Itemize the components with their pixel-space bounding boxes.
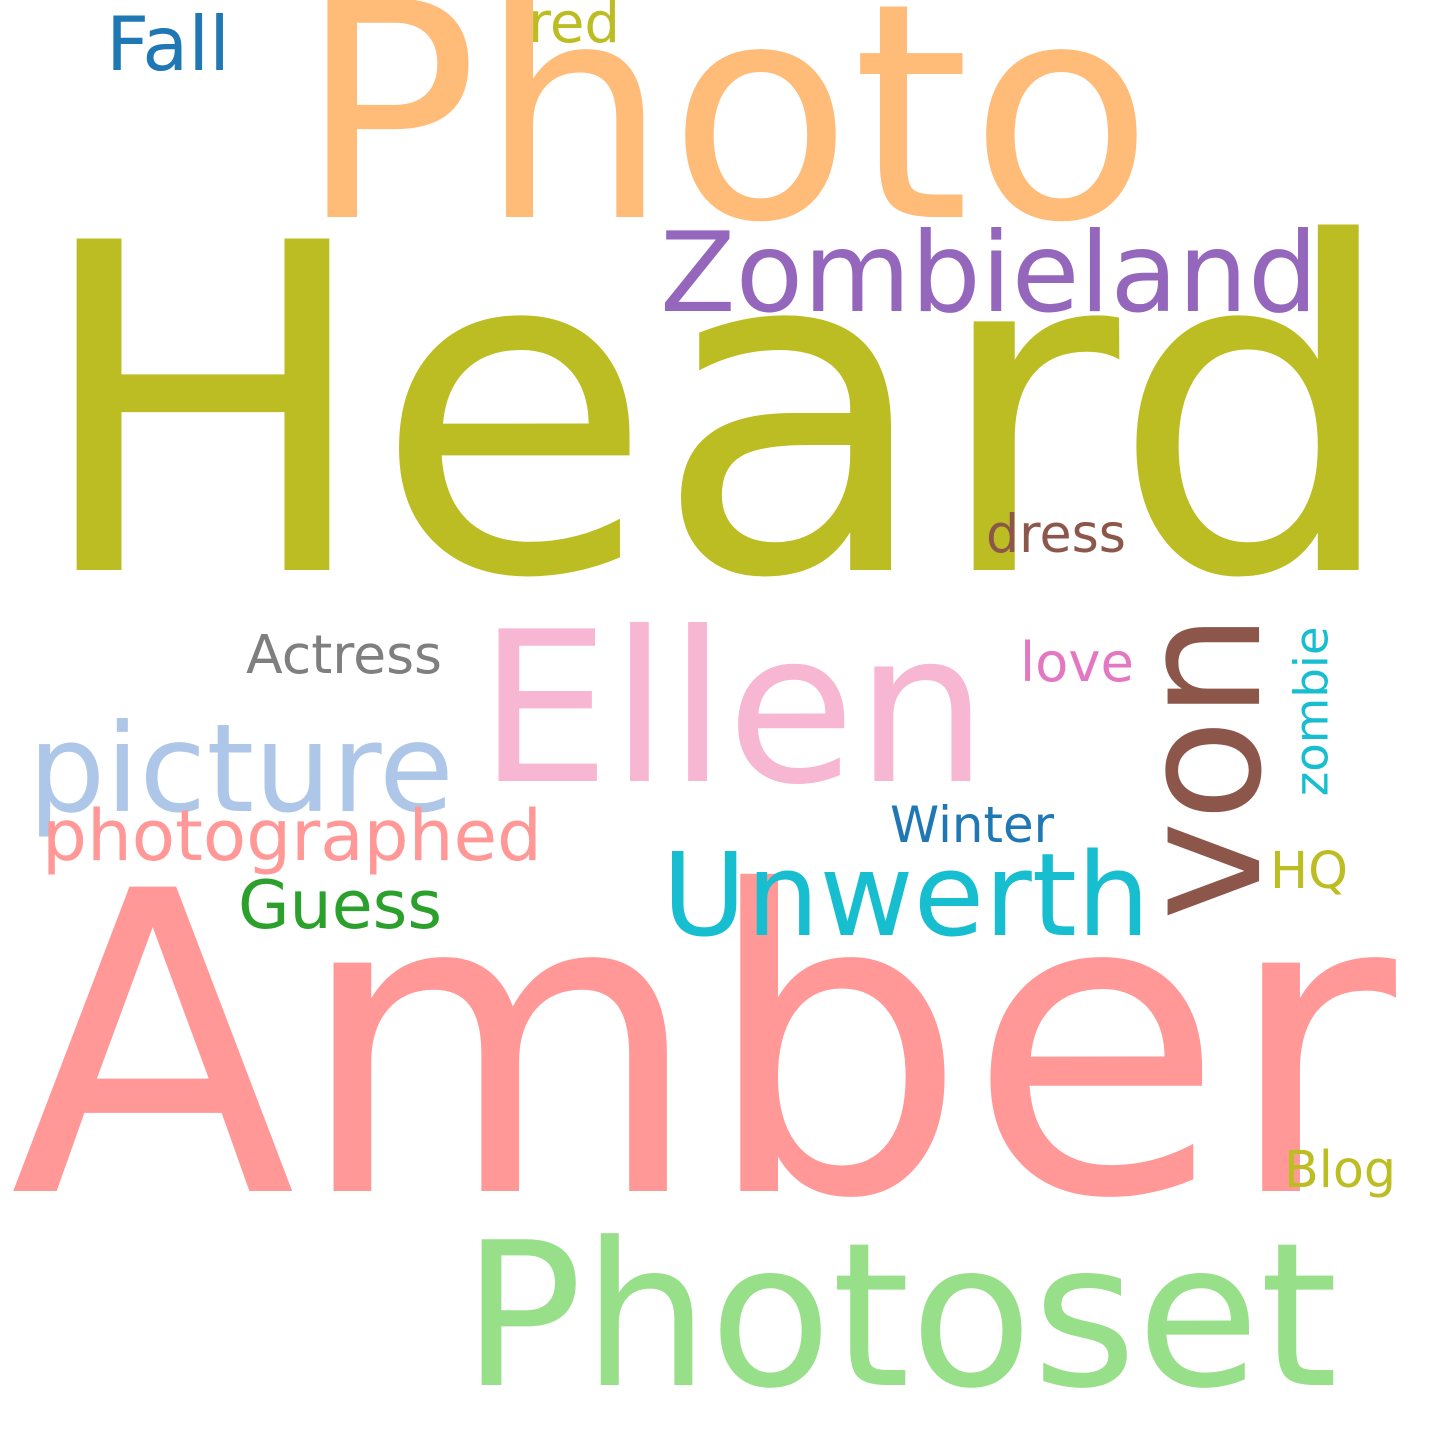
word-unwerth: Unwerth — [662, 828, 1150, 963]
word-hq: HQ — [1270, 840, 1348, 900]
word-zombie: zombie — [1285, 625, 1340, 796]
word-winter: Winter — [890, 796, 1055, 854]
word-dress: dress — [986, 505, 1126, 565]
word-photographed: photographed — [42, 793, 542, 877]
word-ellen: Ellen — [478, 587, 989, 831]
word-heard: Heard — [32, 148, 1400, 678]
word-picture: picture — [28, 698, 454, 840]
word-red: red — [528, 0, 620, 56]
word-zombieland: Zombieland — [660, 209, 1318, 338]
word-blog: Blog — [1284, 1139, 1396, 1199]
word-love: love — [1020, 631, 1134, 694]
word-photoset: Photoset — [462, 1200, 1339, 1433]
word-guess: Guess — [238, 865, 442, 944]
word-photo: Photo — [298, 0, 1154, 288]
word-fall: Fall — [106, 0, 231, 88]
word-amber: Amber — [10, 804, 1396, 1290]
word-actress: Actress — [246, 623, 442, 686]
